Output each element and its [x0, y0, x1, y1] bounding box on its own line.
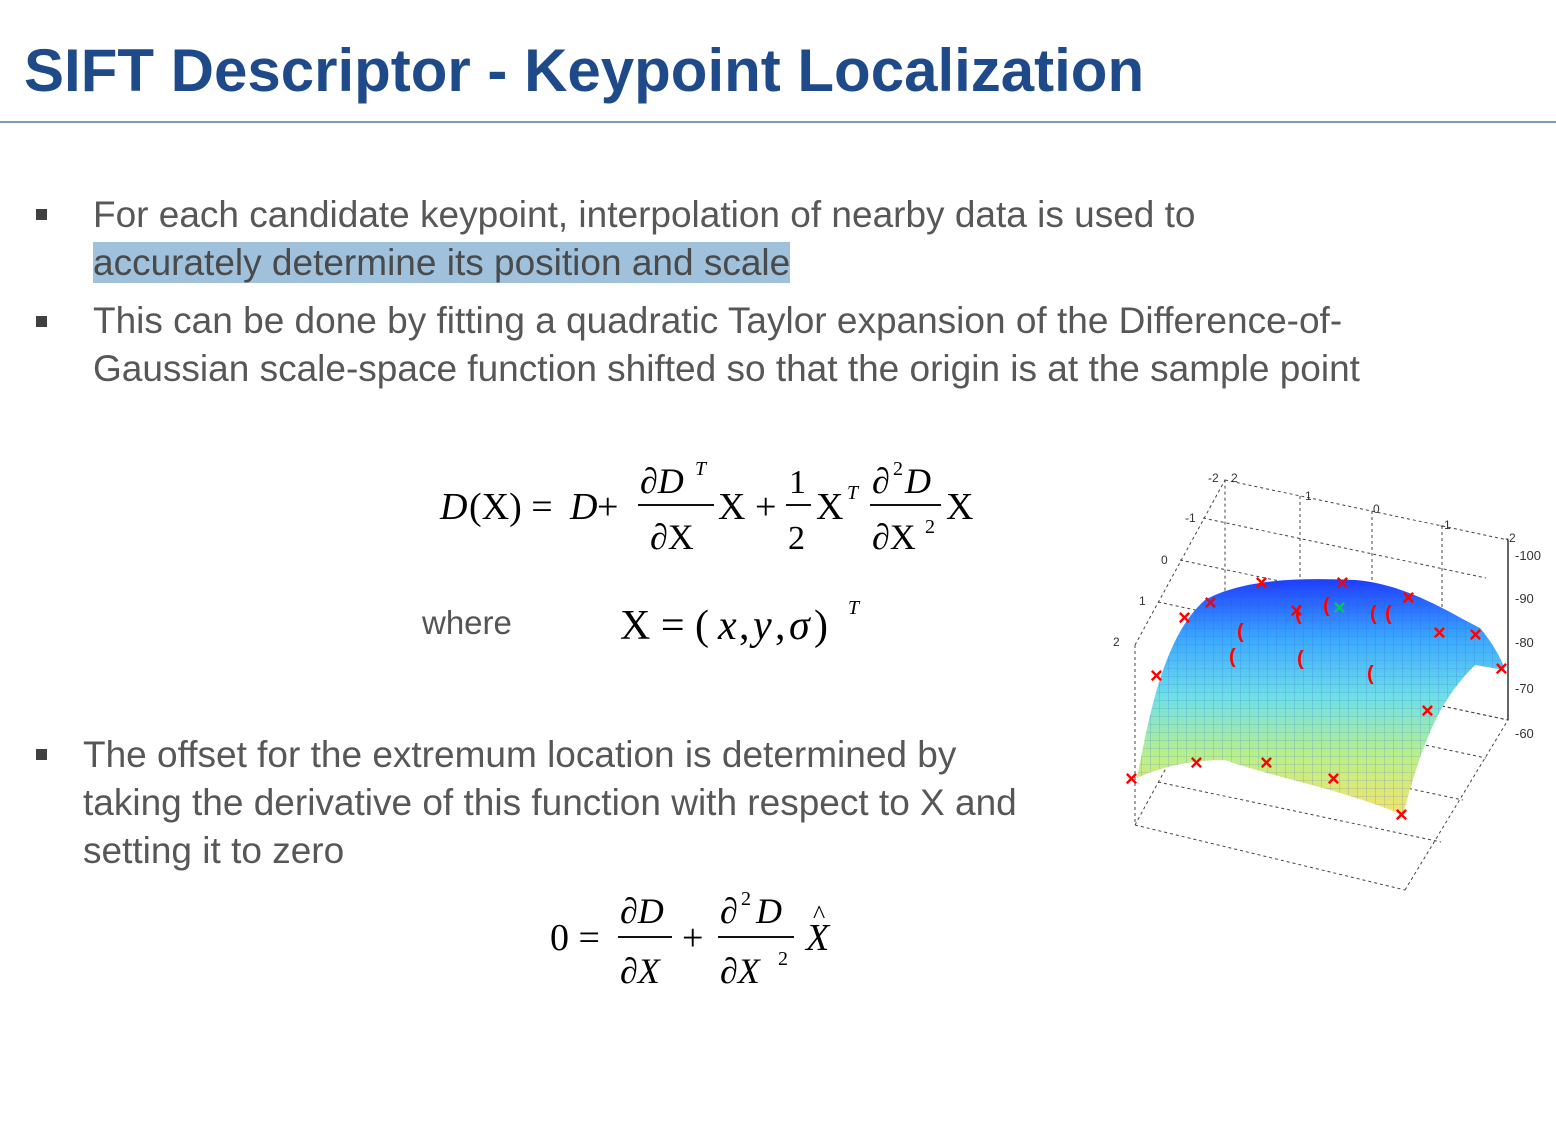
svg-text:,: , — [739, 603, 750, 649]
svg-text:T: T — [695, 458, 708, 480]
svg-text:D: D — [439, 486, 467, 528]
z-tick-label: -80 — [1515, 635, 1534, 650]
y-tick-label: -2 — [1208, 471, 1219, 485]
sample-marker: × — [1150, 663, 1163, 688]
svg-text:X +: X + — [718, 486, 776, 528]
bullet-marker — [36, 316, 47, 327]
bullet-1-highlighted-text: accurately determine its position and sc… — [93, 242, 791, 283]
svg-text:X: X — [804, 917, 831, 959]
x-definition-equation: X = ( x , y , σ ) T — [618, 592, 888, 662]
x-tick-label: 1 — [1305, 489, 1312, 503]
svg-text:^: ^ — [813, 900, 825, 929]
svg-text:T: T — [847, 482, 860, 504]
svg-text:D: D — [904, 461, 931, 501]
svg-text:y: y — [749, 603, 772, 649]
sample-marker: × — [1125, 766, 1138, 791]
interpolated-marker: ( — [1297, 648, 1304, 670]
bullet-3-line-1: The offset for the extremum location is … — [83, 734, 957, 775]
interpolated-marker: ( — [1367, 663, 1374, 685]
svg-text:1: 1 — [789, 464, 806, 501]
sample-marker: × — [1421, 698, 1434, 723]
x-tick-label: -2 — [1505, 531, 1516, 545]
y-tick-label: 2 — [1113, 635, 1120, 649]
svg-text:2: 2 — [925, 516, 935, 538]
svg-text:X: X — [946, 486, 973, 528]
x-tick-label: -1 — [1440, 518, 1451, 532]
svg-text:σ: σ — [789, 603, 812, 649]
bullet-3-line-2: taking the derivative of this function w… — [83, 782, 1017, 823]
svg-text:0 =: 0 = — [550, 917, 600, 959]
sample-marker: × — [1204, 590, 1217, 615]
bullet-1-line-1: For each candidate keypoint, interpolati… — [93, 194, 1196, 235]
bullet-marker — [36, 209, 47, 220]
sample-marker: × — [1190, 750, 1203, 775]
svg-text:∂: ∂ — [872, 461, 890, 501]
taylor-equation: D (X) = D + ∂D T ∂X X + 1 2 X T ∂ 2 D ∂X… — [438, 455, 998, 565]
svg-text:∂: ∂ — [720, 891, 738, 931]
svg-text:T: T — [848, 597, 861, 619]
svg-text:2: 2 — [741, 888, 751, 910]
sample-marker: × — [1469, 622, 1482, 647]
sample-marker: × — [1433, 620, 1446, 645]
bullet-2: This can be done by fitting a quadratic … — [93, 297, 1360, 393]
sample-marker: × — [1178, 605, 1191, 630]
offset-equation: 0 = ∂D ∂X + ∂ 2 D ∂X 2 X ^ — [548, 885, 848, 995]
sample-marker: × — [1327, 766, 1340, 791]
interpolated-marker: ( — [1229, 646, 1236, 668]
title-divider — [0, 121, 1556, 123]
svg-text:∂D: ∂D — [640, 461, 684, 501]
sample-marker: × — [1290, 598, 1303, 623]
y-tick-label: -1 — [1185, 511, 1196, 525]
svg-text:2: 2 — [893, 458, 903, 480]
z-tick-label: -90 — [1515, 591, 1534, 606]
bullet-1: For each candidate keypoint, interpolati… — [93, 191, 1195, 287]
y-tick-label: 1 — [1139, 594, 1146, 608]
where-label: where — [422, 604, 512, 641]
svg-text:2: 2 — [778, 948, 788, 970]
slide-title: SIFT Descriptor - Keypoint Localization — [24, 37, 1145, 104]
z-tick-label: -60 — [1515, 726, 1534, 741]
interpolated-marker: ( — [1385, 603, 1392, 625]
x-tick-label: 2 — [1231, 471, 1238, 485]
sample-marker: × — [1255, 570, 1268, 595]
svg-text:∂X: ∂X — [872, 517, 916, 557]
z-tick-label: -70 — [1515, 681, 1534, 696]
sample-marker: × — [1495, 656, 1508, 681]
svg-text:D: D — [755, 891, 782, 931]
svg-text:+: + — [682, 917, 703, 959]
interpolated-marker: ( — [1323, 595, 1330, 617]
svg-text:∂X: ∂X — [650, 517, 694, 557]
svg-text:X: X — [816, 486, 843, 528]
sample-marker: × — [1260, 750, 1273, 775]
z-tick-label: -100 — [1515, 548, 1541, 563]
sample-marker: × — [1336, 570, 1349, 595]
bullet-marker — [36, 749, 47, 760]
svg-text:∂X: ∂X — [720, 951, 762, 991]
svg-text:X = (: X = ( — [620, 603, 709, 649]
dog-surface-plot: -100 -90 -80 -70 -60 -2 -1 0 1 2 2 1 0 -… — [1105, 460, 1555, 900]
y-tick-label: 0 — [1161, 553, 1168, 567]
bullet-3: The offset for the extremum location is … — [83, 731, 1017, 875]
svg-text:D: D — [569, 486, 597, 528]
interpolated-markers: ( ( ( ( ( ( ( ( — [1229, 595, 1392, 685]
svg-text:,: , — [775, 603, 786, 649]
extremum-marker: × — [1333, 595, 1346, 620]
svg-text:2: 2 — [788, 520, 805, 557]
bullet-2-line-2: Gaussian scale-space function shifted so… — [93, 348, 1360, 389]
svg-text:+: + — [597, 486, 618, 528]
svg-text:∂X: ∂X — [620, 951, 662, 991]
svg-text:): ) — [814, 603, 828, 649]
sample-marker: × — [1395, 802, 1408, 827]
sample-marker: × — [1402, 585, 1415, 610]
interpolated-marker: ( — [1237, 621, 1244, 643]
sample-point-markers: × × × × × × × × × × × × × × × × — [1125, 570, 1508, 827]
bullet-2-line-1: This can be done by fitting a quadratic … — [93, 300, 1343, 341]
svg-text:∂D: ∂D — [620, 891, 664, 931]
bullet-3-line-3: setting it to zero — [83, 830, 345, 871]
interpolated-marker: ( — [1370, 603, 1377, 625]
svg-text:(X) =: (X) = — [469, 486, 553, 528]
svg-text:x: x — [717, 603, 737, 649]
interpolated-marker: ( — [1295, 603, 1302, 625]
x-tick-label: 0 — [1373, 502, 1380, 516]
